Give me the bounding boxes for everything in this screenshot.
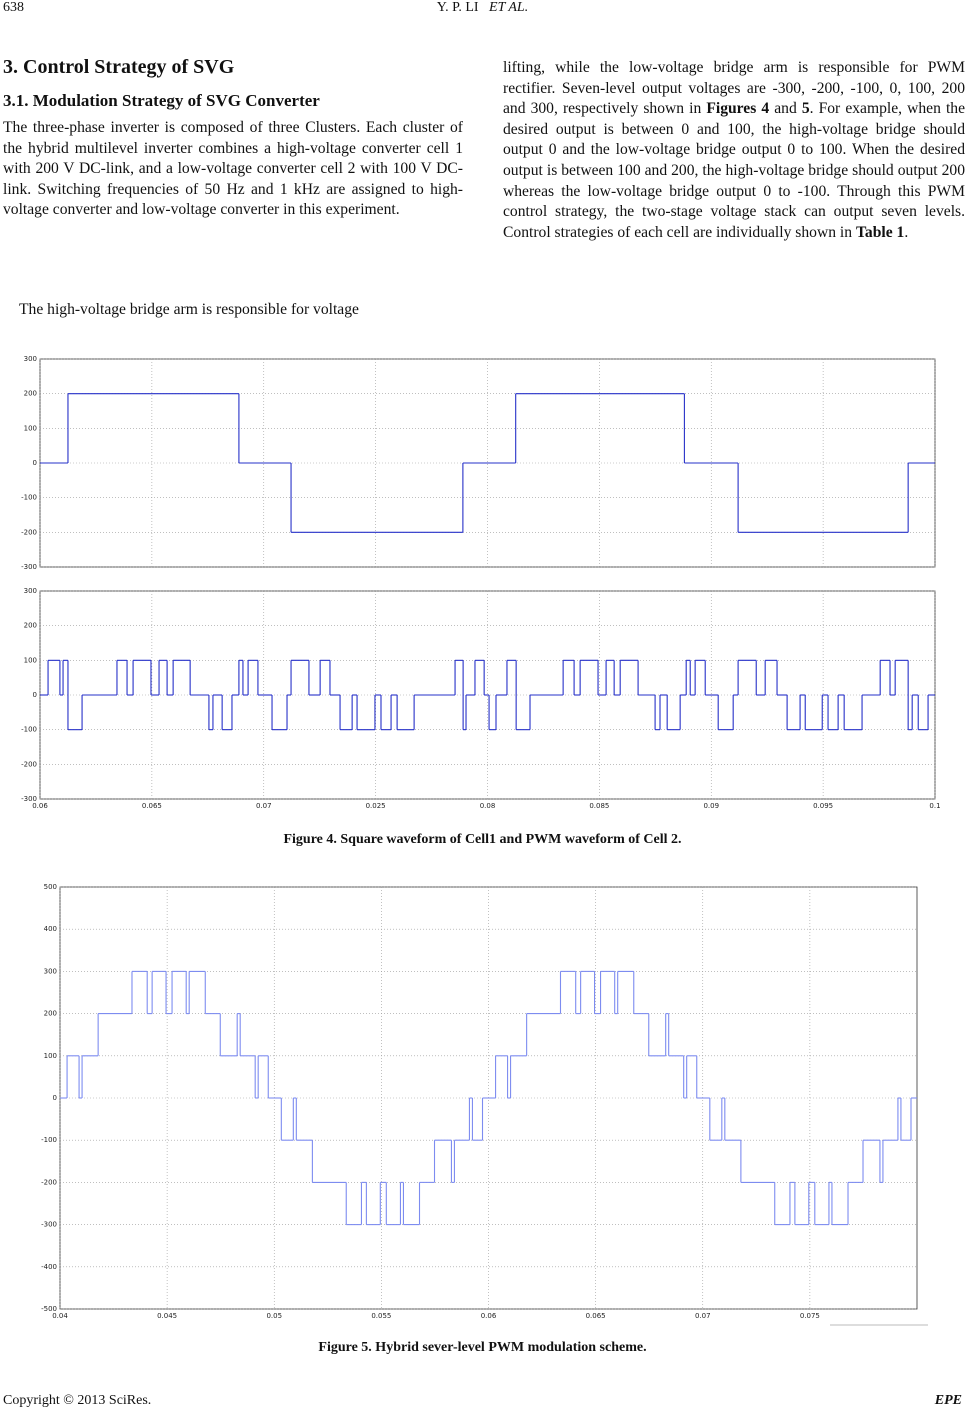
x-tick-label: 0.05 bbox=[266, 1312, 282, 1320]
x-tick-label: 0.08 bbox=[480, 802, 496, 810]
page-number: 638 bbox=[3, 0, 24, 15]
x-tick-label: 0.095 bbox=[813, 802, 833, 810]
y-tick-label: -100 bbox=[41, 1136, 57, 1144]
y-tick-label: 0 bbox=[33, 691, 37, 699]
y-tick-label: 500 bbox=[44, 883, 57, 891]
y-tick-label: 300 bbox=[24, 355, 37, 363]
x-tick-label: 0.065 bbox=[142, 802, 162, 810]
y-tick-label: 100 bbox=[24, 656, 37, 664]
y-tick-label: -200 bbox=[41, 1178, 57, 1186]
subheading: 3.1. Modulation Strategy of SVG Converte… bbox=[3, 91, 320, 110]
y-tick-label: -100 bbox=[21, 726, 37, 734]
x-tick-label: 0.025 bbox=[366, 802, 386, 810]
x-tick-label: 0.065 bbox=[586, 1312, 606, 1320]
x-tick-label: 0.055 bbox=[371, 1312, 391, 1320]
y-tick-label: -100 bbox=[21, 494, 37, 502]
y-tick-label: -400 bbox=[41, 1263, 57, 1271]
x-tick-label: 0.06 bbox=[32, 802, 48, 810]
y-tick-label: 400 bbox=[44, 925, 57, 933]
y-tick-label: 300 bbox=[44, 967, 57, 975]
text-run: Table 1 bbox=[855, 223, 905, 241]
paragraph: The three-phase inverter is composed of … bbox=[3, 119, 463, 219]
x-tick-label: 0.045 bbox=[157, 1312, 177, 1320]
et-al: ET AL. bbox=[489, 0, 529, 15]
x-tick-label: 0.07 bbox=[695, 1312, 711, 1320]
y-tick-label: 0 bbox=[53, 1094, 57, 1102]
text-run: 5 bbox=[801, 100, 810, 118]
y-tick-label: 0 bbox=[33, 459, 37, 467]
y-tick-label: -300 bbox=[21, 795, 37, 803]
x-tick-label: 0.1 bbox=[929, 802, 940, 810]
authors: Y. P. LI bbox=[436, 0, 479, 15]
copyright: Copyright © 2013 SciRes. bbox=[3, 1393, 152, 1408]
x-tick-label: 0.085 bbox=[589, 802, 609, 810]
y-tick-label: -200 bbox=[21, 760, 37, 768]
text-run: Figures 4 bbox=[706, 100, 770, 118]
x-tick-label: 0.04 bbox=[52, 1312, 68, 1320]
x-tick-label: 0.07 bbox=[256, 802, 272, 810]
y-tick-label: 100 bbox=[44, 1052, 57, 1060]
x-tick-label: 0.09 bbox=[703, 802, 719, 810]
heading: 3. Control Strategy of SVG bbox=[3, 56, 235, 78]
running-head: Y. P. LI ET AL. bbox=[0, 0, 965, 16]
y-tick-label: -300 bbox=[21, 563, 37, 571]
y-tick-label: 200 bbox=[24, 390, 37, 398]
figure-caption: Figure 5. Hybrid sever-level PWM modulat… bbox=[318, 1340, 647, 1355]
x-tick-label: 0.06 bbox=[481, 1312, 497, 1320]
text-run: . bbox=[904, 223, 909, 241]
y-tick-label: 100 bbox=[24, 424, 37, 432]
y-tick-label: -500 bbox=[41, 1305, 57, 1313]
text-run: and bbox=[769, 100, 802, 118]
figure-caption: Figure 4. Square waveform of Cell1 and P… bbox=[283, 832, 682, 847]
y-tick-label: -300 bbox=[41, 1221, 57, 1229]
y-tick-label: 200 bbox=[24, 622, 37, 630]
y-tick-label: 300 bbox=[24, 587, 37, 595]
y-tick-label: 200 bbox=[44, 1010, 57, 1018]
journal: EPE bbox=[934, 1393, 962, 1408]
text-run: . For example, when the desired output i… bbox=[503, 100, 965, 241]
x-tick-label: 0.075 bbox=[800, 1312, 820, 1320]
y-tick-label: -200 bbox=[21, 528, 37, 536]
paragraph: lifting, while the low-voltage bridge ar… bbox=[503, 58, 965, 243]
paragraph: The high-voltage bridge arm is responsib… bbox=[19, 301, 359, 318]
text-run: lifting, while the low-voltage bridge ar… bbox=[503, 59, 965, 118]
